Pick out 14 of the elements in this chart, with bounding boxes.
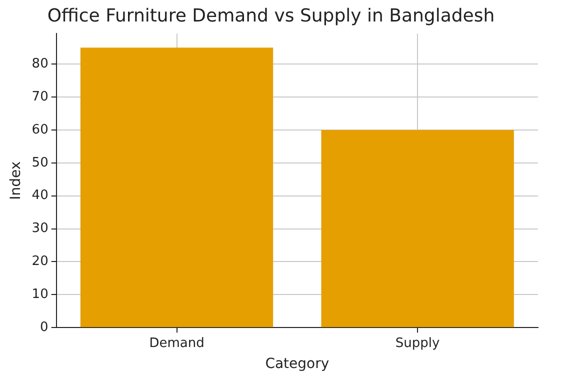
x-tick-label: Supply [395,336,440,351]
x-tick-label: Demand [149,336,204,351]
y-tick-label: 80 [32,56,48,72]
y-tick-label: 70 [32,89,48,104]
chart-title: Office Furniture Demand vs Supply in Bangladesh [47,5,495,26]
y-tick-label: 10 [32,287,48,302]
y-tick-label: 0 [40,320,48,335]
y-tick-label: 30 [32,221,48,236]
y-tick-label: 60 [32,122,48,138]
x-axis-title: Category [265,356,330,372]
y-tick-label: 20 [32,254,48,270]
y-tick-label: 40 [32,188,48,204]
y-tick-label: 50 [32,155,48,170]
y-axis-title: Index [8,161,24,200]
